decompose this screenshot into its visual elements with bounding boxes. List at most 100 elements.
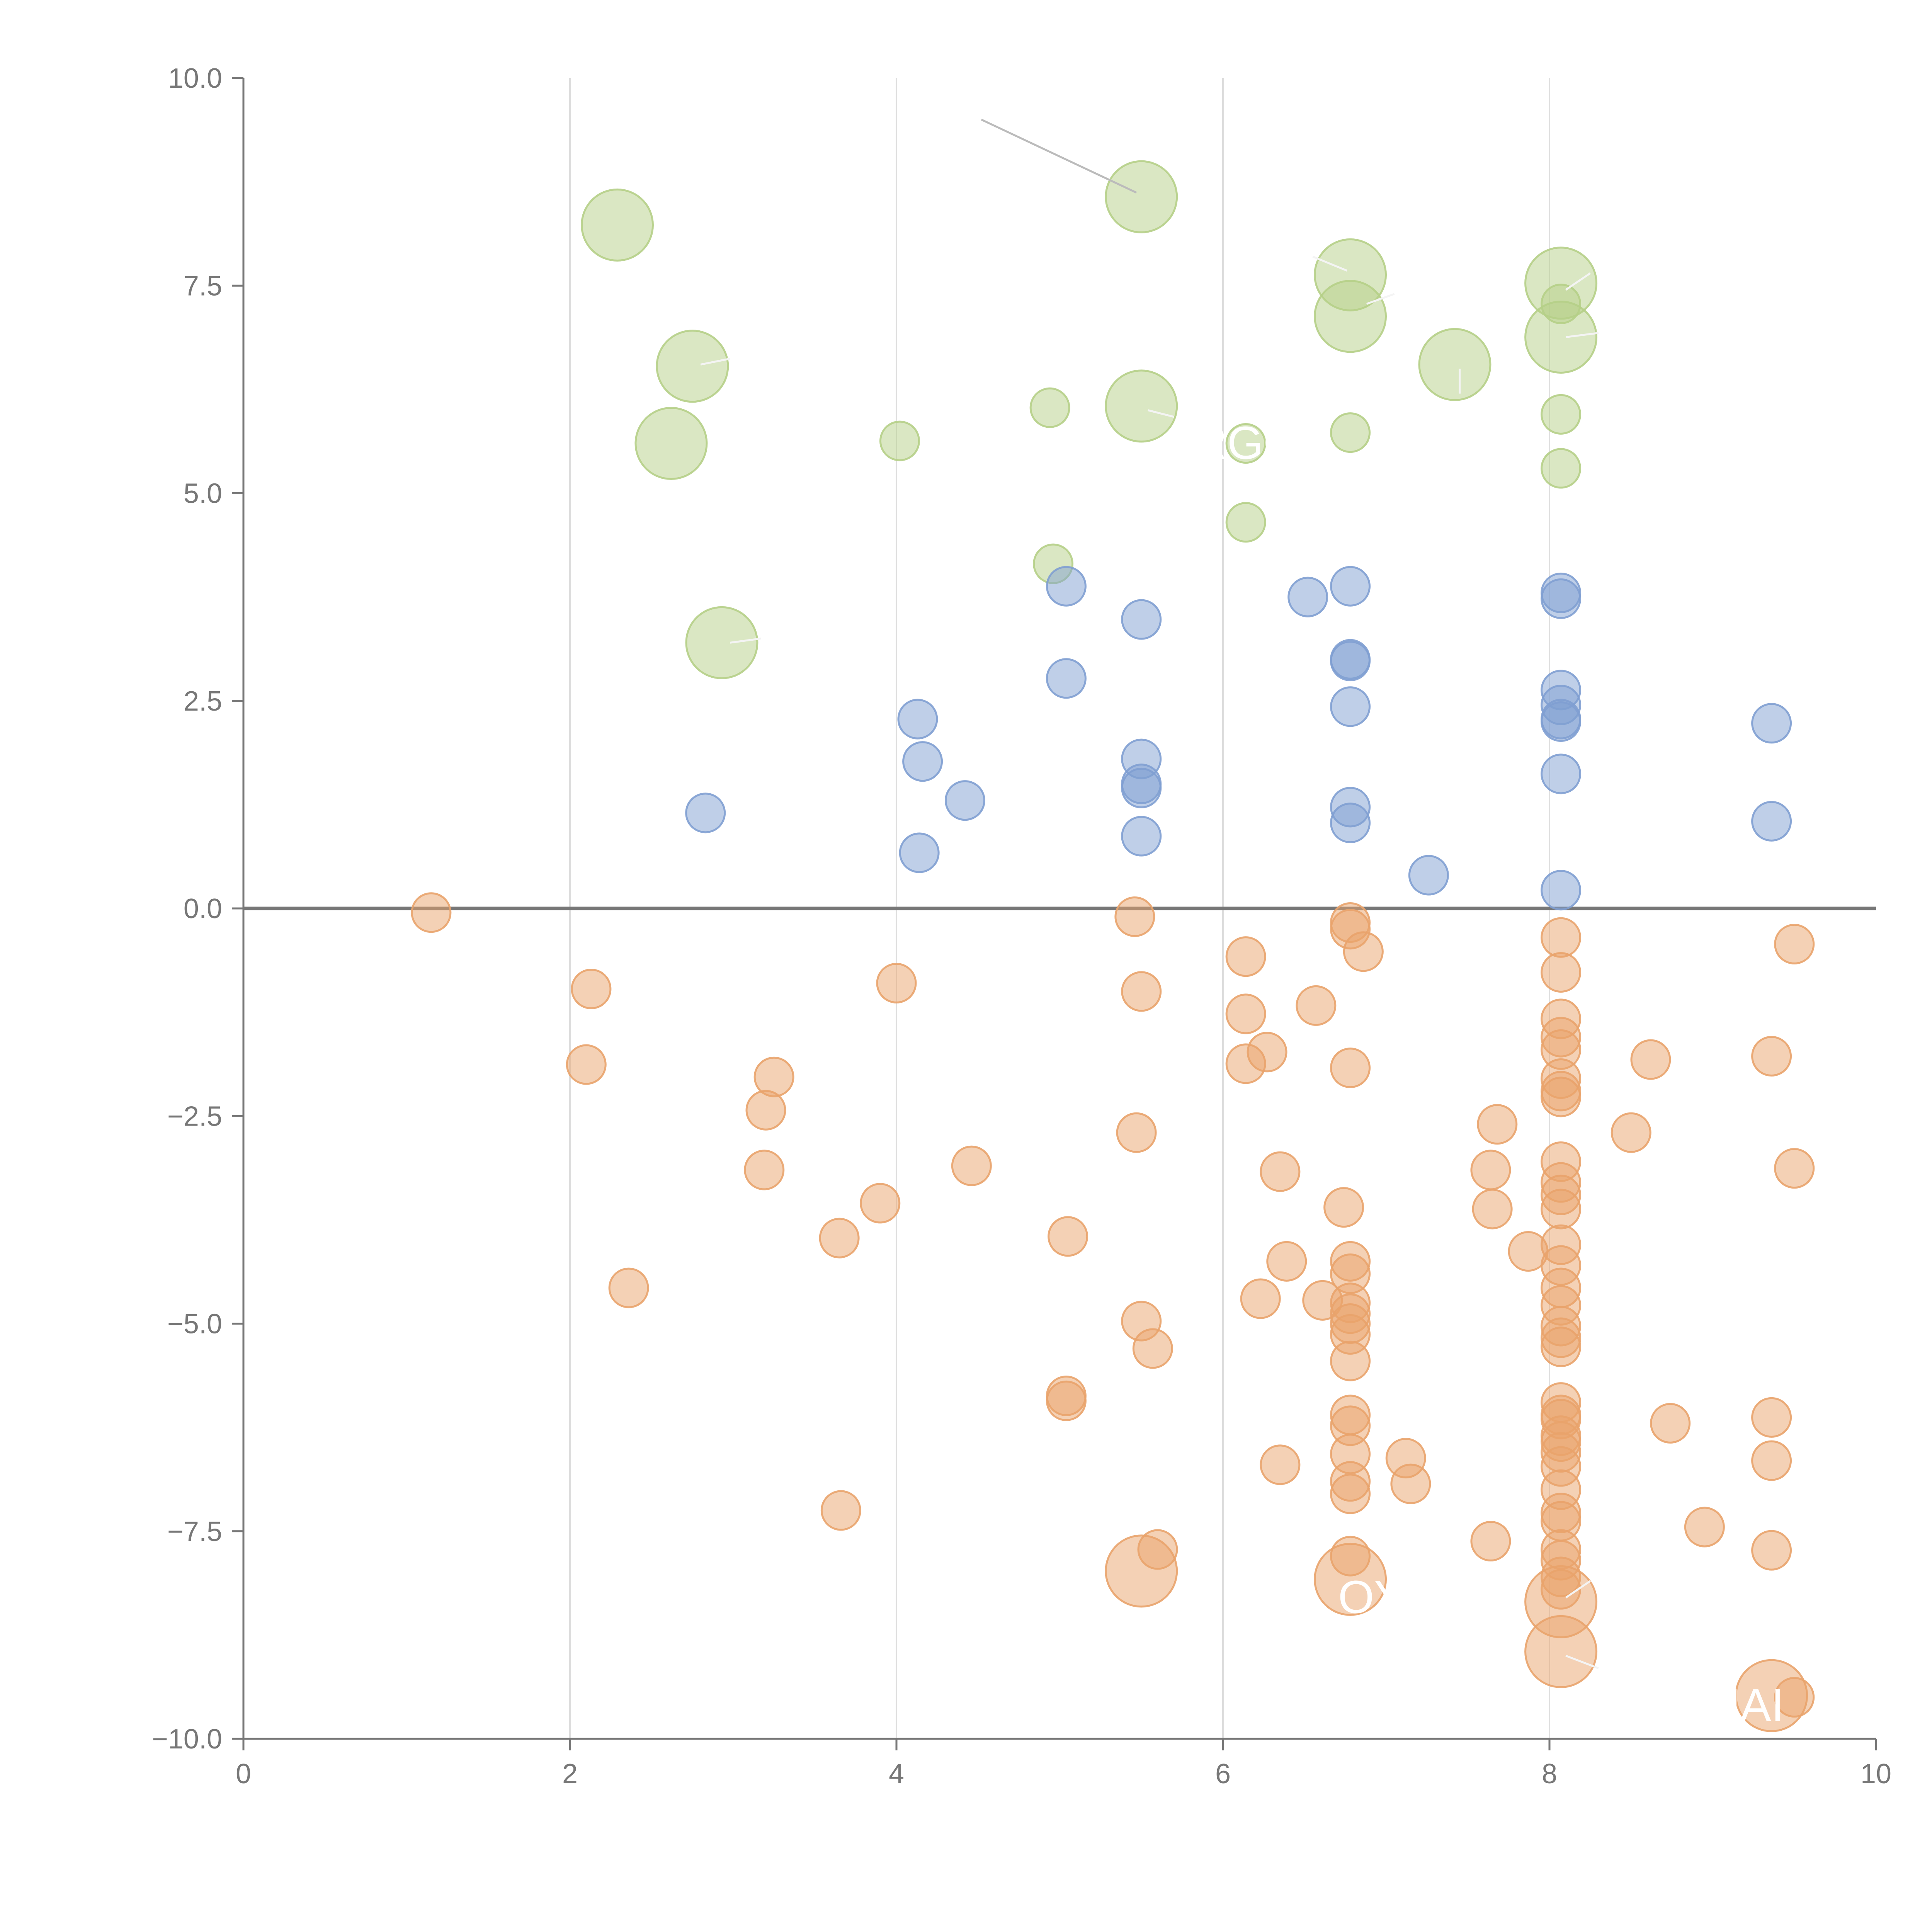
data-point [1225, 1043, 1266, 1084]
data-point [1330, 1048, 1371, 1088]
data-point [1046, 1380, 1087, 1421]
y-tick-label: −7.5 [167, 1516, 222, 1547]
data-point [1524, 1615, 1598, 1688]
leader-line [730, 638, 761, 644]
data-point [1611, 1112, 1651, 1153]
data-point [745, 1090, 786, 1131]
axes: 0 2 4 6 8 10 10.0 7.5 5.0 2.5 0.0 −2.5 −5.0 −7.5 −10.0 [152, 63, 1891, 1789]
y-tick-label: 7.5 [184, 270, 222, 301]
data-point [1330, 1473, 1371, 1514]
data-point [951, 1145, 992, 1186]
data-point [1260, 1444, 1301, 1485]
data-point [1048, 1216, 1088, 1257]
leader-line [981, 119, 1137, 194]
data-point [1121, 767, 1162, 808]
data-point [879, 420, 920, 461]
data-point [1751, 703, 1792, 744]
data-point [656, 330, 729, 403]
data-point [1541, 578, 1582, 619]
data-point [1121, 599, 1162, 640]
leader-line [1148, 409, 1174, 418]
y-tick-label: −5.0 [167, 1309, 222, 1340]
data-point [860, 1183, 901, 1224]
annotation-label: ARGO [1163, 417, 1299, 469]
data-point [1330, 1340, 1371, 1381]
data-point [819, 1218, 860, 1259]
data-point [1541, 917, 1582, 958]
data-point [1114, 896, 1155, 937]
data-point [1472, 1189, 1513, 1230]
data-point [1105, 369, 1178, 443]
annotation-label: HAI [1707, 1679, 1784, 1731]
data-point [1287, 577, 1328, 617]
data-point [1470, 1521, 1511, 1562]
data-points [411, 160, 1815, 1732]
y-tick-label: 0.0 [184, 893, 222, 924]
data-point [1046, 658, 1087, 699]
data-point [1343, 931, 1384, 972]
data-point [1121, 816, 1162, 857]
data-point [1225, 502, 1266, 543]
data-point [1751, 1530, 1792, 1571]
data-point [1225, 993, 1266, 1034]
data-point [608, 1267, 649, 1308]
data-point [1046, 566, 1087, 607]
data-point [1314, 1543, 1387, 1616]
data-point [1330, 566, 1371, 607]
data-point [1470, 1150, 1511, 1190]
data-point [581, 188, 654, 262]
y-tick-label: −2.5 [167, 1101, 222, 1132]
data-point [902, 741, 943, 782]
data-point [1105, 160, 1178, 233]
data-point [753, 1056, 794, 1097]
data-point [1390, 1463, 1431, 1504]
x-tick-label: 8 [1542, 1759, 1557, 1789]
data-point [1314, 280, 1387, 353]
data-point [876, 963, 917, 1003]
data-point [634, 407, 708, 480]
data-point [744, 1150, 785, 1190]
data-point [1225, 936, 1266, 977]
data-point [1121, 971, 1162, 1012]
data-point [899, 832, 940, 873]
x-tick-label: 2 [562, 1759, 578, 1789]
data-point [1524, 300, 1598, 374]
data-point [1029, 387, 1070, 428]
data-point [1541, 448, 1582, 489]
data-point [571, 968, 612, 1009]
data-point [1751, 1440, 1792, 1481]
data-point [1650, 1403, 1691, 1444]
leader-line [1565, 1580, 1591, 1599]
leader-line [1565, 332, 1599, 338]
data-point [1541, 1077, 1582, 1117]
data-point [1684, 1507, 1725, 1548]
data-point [1541, 1327, 1582, 1367]
x-tick-label: 6 [1215, 1759, 1231, 1789]
data-point [1408, 855, 1449, 896]
data-point [1541, 952, 1582, 993]
data-point [1751, 801, 1792, 842]
data-point [1541, 1189, 1582, 1230]
leader-line [1312, 255, 1348, 272]
data-point [1132, 1328, 1173, 1369]
data-point [1266, 1241, 1307, 1282]
data-point [1751, 1036, 1792, 1077]
data-point [1105, 1534, 1178, 1608]
x-tick-label: 0 [236, 1759, 251, 1789]
leader-line [700, 357, 730, 366]
data-point [1774, 923, 1815, 964]
data-point [1330, 803, 1371, 844]
data-point [1477, 1104, 1518, 1145]
data-point [1330, 686, 1371, 727]
leader-line [1366, 293, 1395, 305]
data-point [897, 699, 938, 740]
y-tick-label: −10.0 [152, 1724, 222, 1755]
leader-line [1565, 272, 1591, 291]
x-tick-label: 4 [889, 1759, 904, 1789]
data-point [1630, 1039, 1671, 1080]
data-point [1116, 1112, 1157, 1153]
data-point [1751, 1397, 1792, 1438]
leader-lines [700, 119, 1599, 1669]
data-point [1541, 394, 1582, 435]
